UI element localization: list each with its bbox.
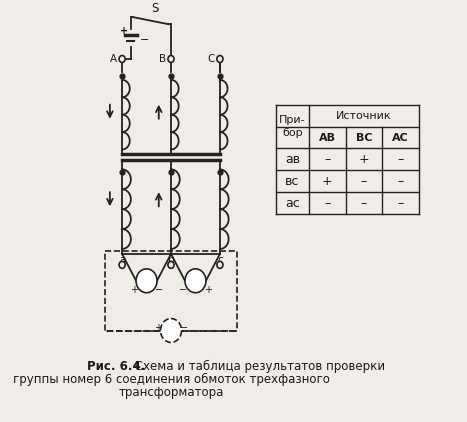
Text: a: a <box>119 255 125 265</box>
Text: –: – <box>397 197 404 210</box>
Text: −: − <box>180 322 188 333</box>
Circle shape <box>217 56 223 62</box>
Text: –: – <box>361 197 367 210</box>
Text: V: V <box>192 276 199 286</box>
Text: группы номер 6 соединения обмоток трехфазного: группы номер 6 соединения обмоток трехфа… <box>13 373 329 387</box>
Circle shape <box>119 261 125 268</box>
Text: +: + <box>120 26 128 36</box>
Text: –: – <box>324 153 331 166</box>
Text: −: − <box>155 285 163 295</box>
Text: вс: вс <box>285 175 299 188</box>
Text: АВ: АВ <box>319 133 336 143</box>
Text: Схема и таблица результатов проверки: Схема и таблица результатов проверки <box>131 360 385 373</box>
Circle shape <box>119 56 125 62</box>
Text: –: – <box>361 175 367 188</box>
Text: A: A <box>110 54 117 64</box>
Text: V: V <box>143 276 150 286</box>
Circle shape <box>161 319 182 342</box>
Text: Источник: Источник <box>336 111 392 121</box>
Text: трансформатора: трансформатора <box>118 386 224 399</box>
Text: +: + <box>154 322 162 333</box>
Text: –: – <box>397 153 404 166</box>
Text: c: c <box>217 255 223 265</box>
Text: –: – <box>397 175 404 188</box>
Circle shape <box>217 261 223 268</box>
Text: –: – <box>324 197 331 210</box>
Text: +: + <box>130 285 138 295</box>
Text: C: C <box>207 54 215 64</box>
Text: +: + <box>204 285 212 295</box>
Text: +: + <box>322 175 333 188</box>
Circle shape <box>185 269 206 293</box>
Text: АС: АС <box>392 133 409 143</box>
Circle shape <box>168 56 174 62</box>
Text: Рис. 6.4.: Рис. 6.4. <box>87 360 146 373</box>
Text: −: − <box>140 35 149 45</box>
Text: V: V <box>168 325 174 335</box>
Text: b: b <box>168 255 174 265</box>
Text: ас: ас <box>285 197 300 210</box>
Text: B: B <box>159 54 166 64</box>
Text: При-
бор: При- бор <box>279 115 306 138</box>
Text: −: − <box>179 285 187 295</box>
Circle shape <box>168 261 174 268</box>
Text: ВС: ВС <box>356 133 372 143</box>
Text: +: + <box>359 153 369 166</box>
Circle shape <box>136 269 157 293</box>
Text: ав: ав <box>285 153 300 166</box>
Text: S: S <box>152 2 159 15</box>
